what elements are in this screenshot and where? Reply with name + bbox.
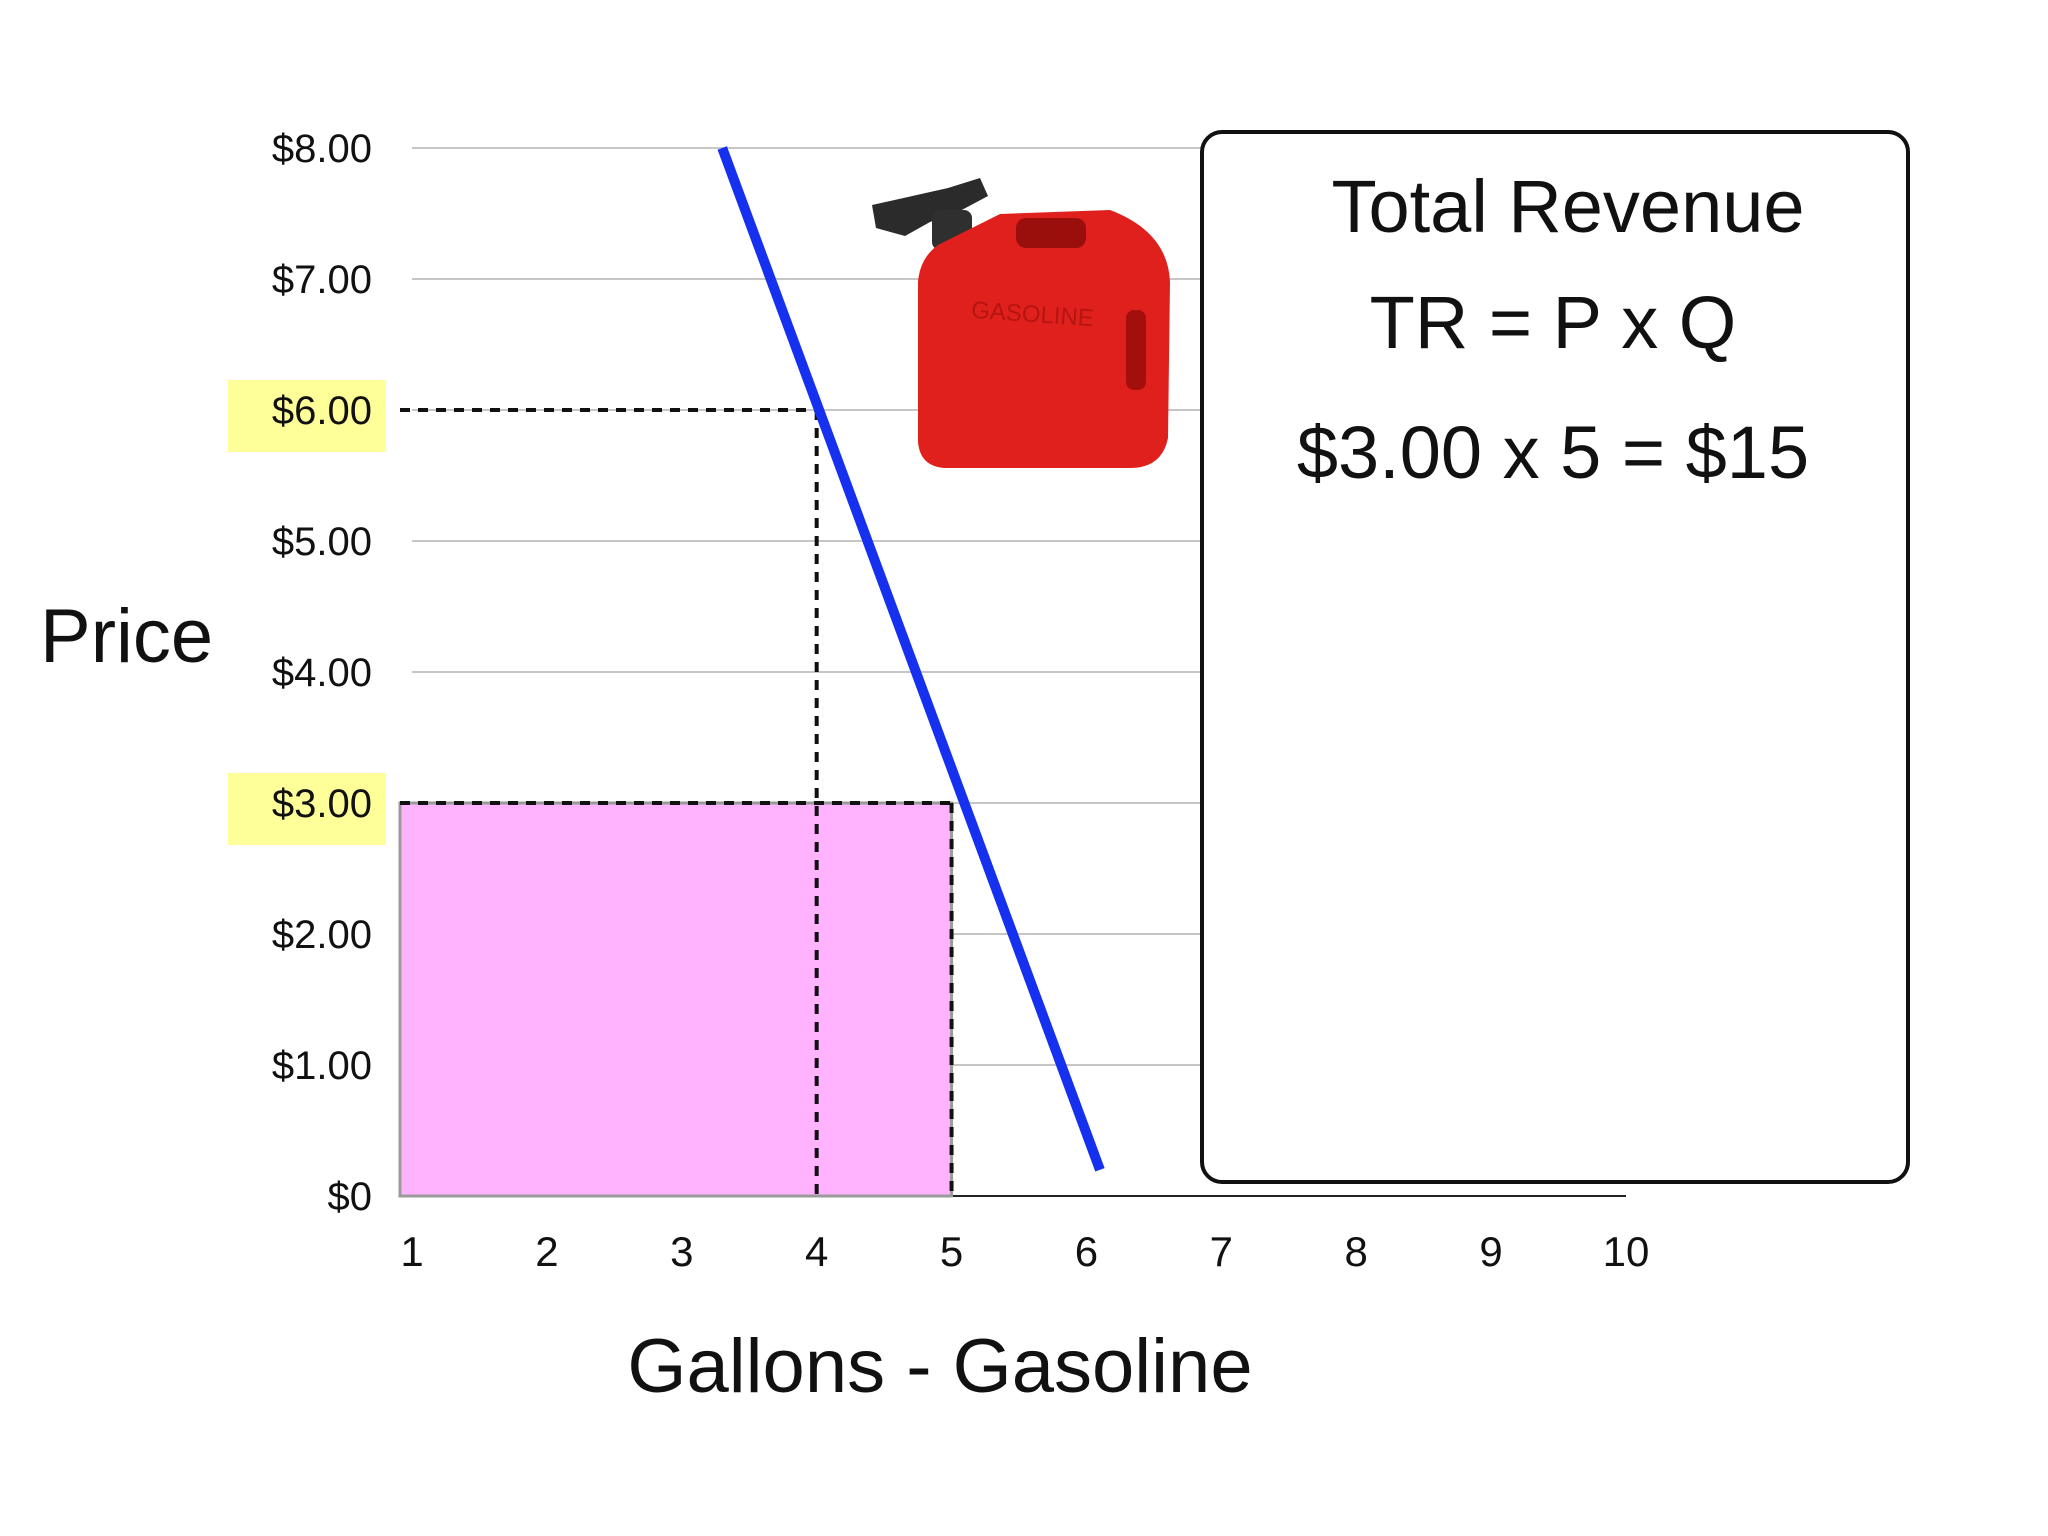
- x-tick-label: 9: [1479, 1228, 1502, 1275]
- y-tick-label: $1.00: [272, 1044, 372, 1088]
- y-tick-label: $4.00: [272, 651, 372, 695]
- x-tick-label: 6: [1075, 1228, 1098, 1275]
- y-tick-label: $3.00: [272, 782, 372, 826]
- y-axis-title: Price: [40, 594, 213, 679]
- x-tick-label: 7: [1210, 1228, 1233, 1275]
- gas-can-icon: GASOLINE: [872, 178, 1170, 468]
- x-tick-label: 3: [670, 1228, 693, 1275]
- y-tick-label: $0: [328, 1175, 373, 1219]
- gas-can-body: [918, 210, 1170, 468]
- y-tick-highlight: [228, 380, 386, 452]
- demand-curve-line: [717, 146, 1105, 1172]
- annotation-formula: TR = P x Q: [1370, 281, 1737, 364]
- x-tick-label: 4: [805, 1228, 828, 1275]
- y-axis-ticks: $0 $1.00 $2.00 $3.00 $4.00 $5.00 $6.00 $7.00 $8.…: [228, 127, 386, 1219]
- demand-curve-group: [717, 146, 1105, 1172]
- annotation-box: [1200, 130, 1910, 1184]
- revenue-area-group: [398, 801, 954, 1198]
- total-revenue-area: [398, 801, 954, 1198]
- y-tick-highlight: [228, 773, 386, 845]
- y-tick-label: $8.00: [272, 127, 372, 171]
- annotation-title: Total Revenue: [1331, 165, 1804, 248]
- y-tick-label: $7.00: [272, 258, 372, 302]
- x-tick-label: 2: [535, 1228, 558, 1275]
- y-tick-label: $6.00: [272, 389, 372, 433]
- y-tick-label: $5.00: [272, 520, 372, 564]
- x-tick-label: 10: [1603, 1228, 1650, 1275]
- x-tick-label: 1: [400, 1228, 423, 1275]
- guide-lines: [400, 408, 954, 1196]
- annotation-calculation: $3.00 x 5 = $15: [1297, 411, 1809, 494]
- x-tick-label: 8: [1345, 1228, 1368, 1275]
- x-tick-label: 5: [940, 1228, 963, 1275]
- x-axis-title: Gallons - Gasoline: [627, 1324, 1252, 1409]
- y-tick-label: $2.00: [272, 913, 372, 957]
- x-axis-ticks: 1 2 3 4 5 6 7 8 9 10: [400, 1228, 1649, 1275]
